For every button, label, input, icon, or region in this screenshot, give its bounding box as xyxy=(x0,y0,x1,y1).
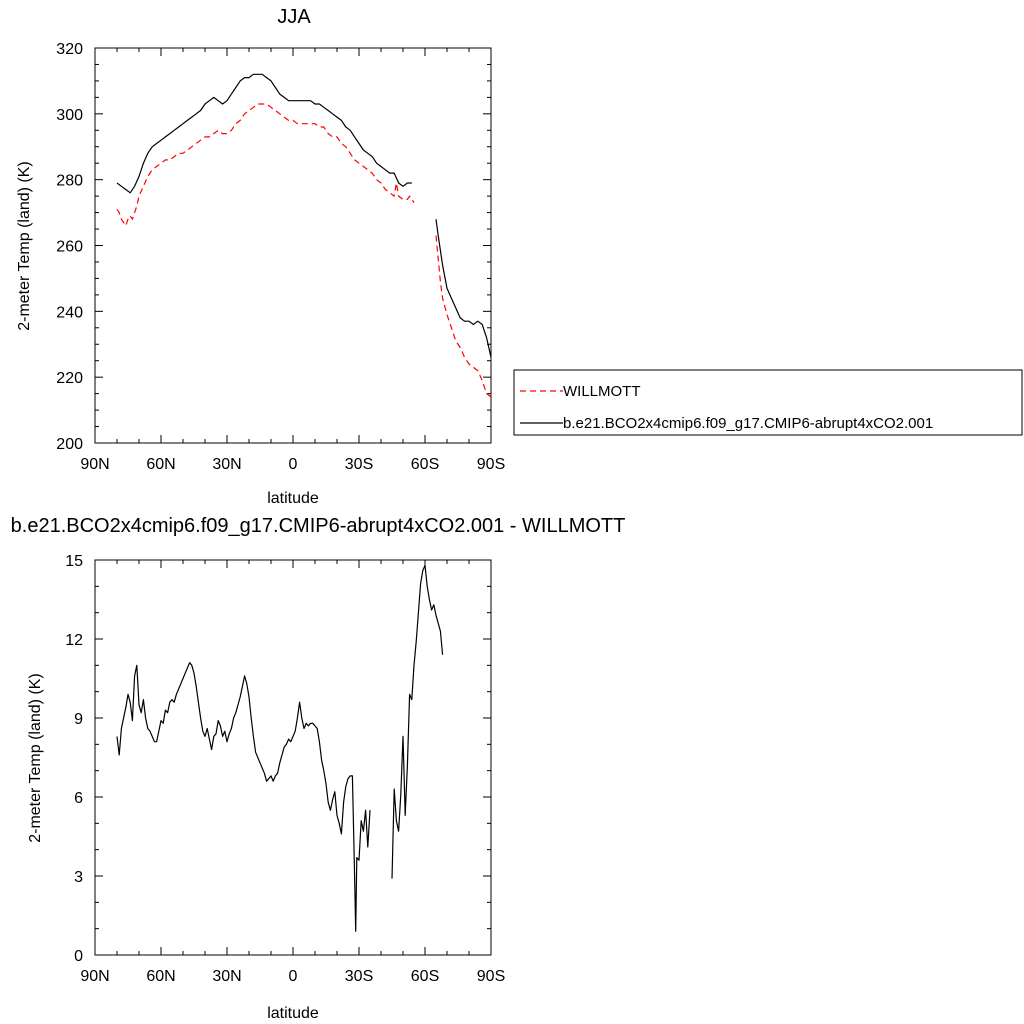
top-series-1-line-segment-1 xyxy=(435,219,492,358)
top-x-tick-label: 60S xyxy=(411,456,439,473)
bottom-chart-ticks: 90N 60N 30N 0 30S 60S 90S 0 3 6 9 12 15 xyxy=(65,553,505,985)
bottom-x-tick-label: 90N xyxy=(80,968,109,985)
top-y-tick-label: 260 xyxy=(56,239,83,256)
bottom-y-tick-label: 15 xyxy=(65,553,83,570)
bottom-series-0-line-segment-1 xyxy=(391,564,444,879)
bottom-x-tick-label: 30N xyxy=(212,968,241,985)
bottom-y-tick-label: 9 xyxy=(74,711,83,728)
legend-box xyxy=(513,369,1023,436)
top-x-tick-label: 0 xyxy=(289,456,298,473)
bottom-x-tick-label: 60S xyxy=(411,968,439,985)
legend: WILLMOTT b.e21.BCO2x4cmip6.f09_g17.CMIP6… xyxy=(513,369,1023,436)
top-chart-lines xyxy=(116,73,492,398)
top-y-tick-label: 300 xyxy=(56,107,83,124)
bottom-chart-lines xyxy=(116,564,444,932)
top-y-tick-label: 320 xyxy=(56,41,83,58)
bottom-x-axis-label: latitude xyxy=(267,1005,319,1022)
legend-label-willmott: WILLMOTT xyxy=(563,383,641,400)
bottom-chart-title: b.e21.BCO2x4cmip6.f09_g17.CMIP6-abrupt4x… xyxy=(11,515,626,537)
top-series-0-line-segment-0 xyxy=(116,103,415,227)
top-x-tick-label: 30N xyxy=(212,456,241,473)
bottom-y-axis-label: 2-meter Temp (land) (K) xyxy=(27,673,44,843)
bottom-x-tick-label: 30S xyxy=(345,968,373,985)
bottom-y-tick-label: 3 xyxy=(74,869,83,886)
bottom-series-0-line-segment-0 xyxy=(116,662,371,932)
top-chart-ticks: 90N 60N 30N 0 30S 60S 90S 200 220 240 260 280 300 320 xyxy=(56,41,505,473)
bottom-x-tick-label: 90S xyxy=(477,968,505,985)
bottom-x-tick-label: 60N xyxy=(146,968,175,985)
top-x-tick-label: 90S xyxy=(477,456,505,473)
top-x-tick-label: 30S xyxy=(345,456,373,473)
bottom-x-tick-label: 0 xyxy=(289,968,298,985)
bottom-y-tick-label: 0 xyxy=(74,948,83,965)
top-x-axis-label: latitude xyxy=(267,490,319,507)
bottom-plot-frame xyxy=(94,559,492,956)
top-y-tick-label: 280 xyxy=(56,173,83,190)
top-series-1-line-segment-0 xyxy=(116,73,412,194)
top-plot-frame xyxy=(94,47,492,444)
top-y-axis-label: 2-meter Temp (land) (K) xyxy=(16,161,33,331)
bottom-y-tick-label: 6 xyxy=(74,790,83,807)
top-chart: JJA 90N 60N 30N 0 30S 60S 90S 200 220 240 260 280 30… xyxy=(16,6,1023,507)
top-x-tick-label: 90N xyxy=(80,456,109,473)
bottom-chart: b.e21.BCO2x4cmip6.f09_g17.CMIP6-abrupt4x… xyxy=(11,515,626,1022)
top-y-tick-label: 200 xyxy=(56,436,83,453)
top-x-tick-label: 60N xyxy=(146,456,175,473)
legend-label-model: b.e21.BCO2x4cmip6.f09_g17.CMIP6-abrupt4x… xyxy=(563,415,933,432)
top-series-0-line-segment-1 xyxy=(435,235,492,398)
top-y-tick-label: 220 xyxy=(56,370,83,387)
top-chart-title: JJA xyxy=(277,6,311,28)
top-y-tick-label: 240 xyxy=(56,304,83,321)
bottom-y-tick-label: 12 xyxy=(65,632,83,649)
